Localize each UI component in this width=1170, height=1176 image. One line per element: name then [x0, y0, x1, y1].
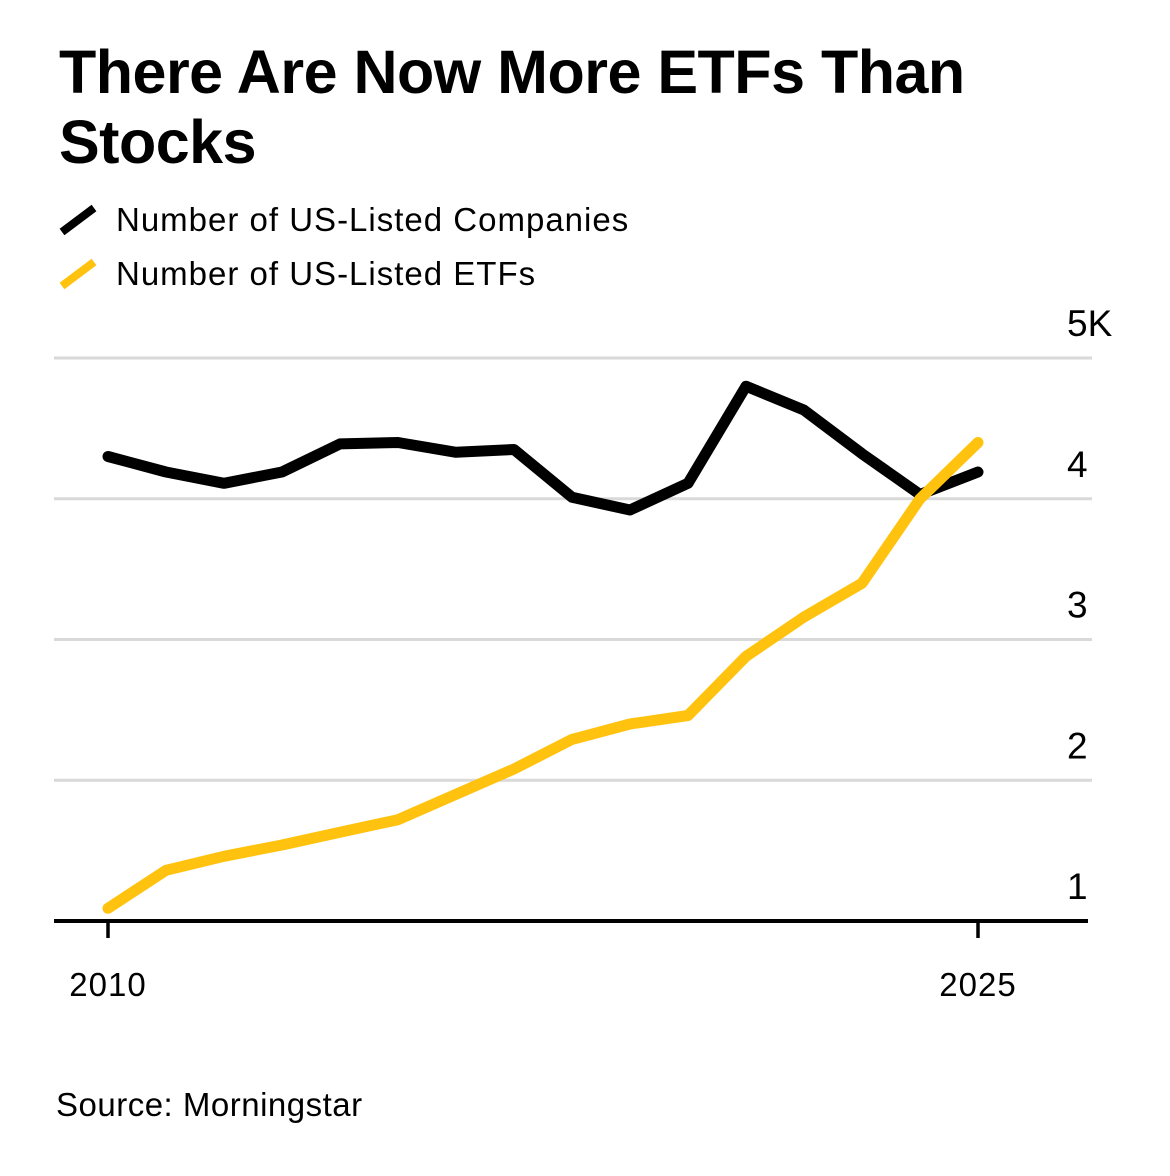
etfs-line-swatch-icon — [59, 258, 97, 290]
y-tick-label-4: 4 — [1067, 444, 1088, 485]
y-tick-label-5K: 5K — [1067, 303, 1113, 344]
legend-item-companies: Number of US-Listed Companies — [56, 198, 629, 242]
x-tick-label-2010: 2010 — [69, 966, 146, 1003]
y-tick-labels-layer: 5K 4 3 2 1 — [1067, 303, 1113, 907]
etfs-line — [102, 437, 984, 914]
legend-label-etfs: Number of US-Listed ETFs — [116, 255, 537, 292]
source-note: Source: Morningstar — [56, 1086, 363, 1123]
gridlines-layer — [54, 356, 1092, 782]
x-ticks-layer: 2010 2025 — [69, 921, 1016, 1003]
y-tick-label-2: 2 — [1067, 725, 1088, 766]
companies-line-swatch-icon — [59, 204, 97, 236]
etfs-slash-icon — [59, 258, 97, 290]
page-title: There Are Now More ETFs Than Stocks — [59, 38, 965, 176]
y-tick-label-3: 3 — [1067, 585, 1088, 626]
legend: Number of US-Listed Companies Number of … — [56, 198, 629, 296]
y-tick-label-1: 1 — [1067, 866, 1088, 907]
legend-item-etfs: Number of US-Listed ETFs — [56, 252, 629, 296]
x-tick-label-2025: 2025 — [939, 966, 1016, 1003]
legend-label-companies: Number of US-Listed Companies — [116, 201, 630, 238]
companies-slash-icon — [59, 204, 97, 236]
companies-line — [102, 380, 984, 516]
